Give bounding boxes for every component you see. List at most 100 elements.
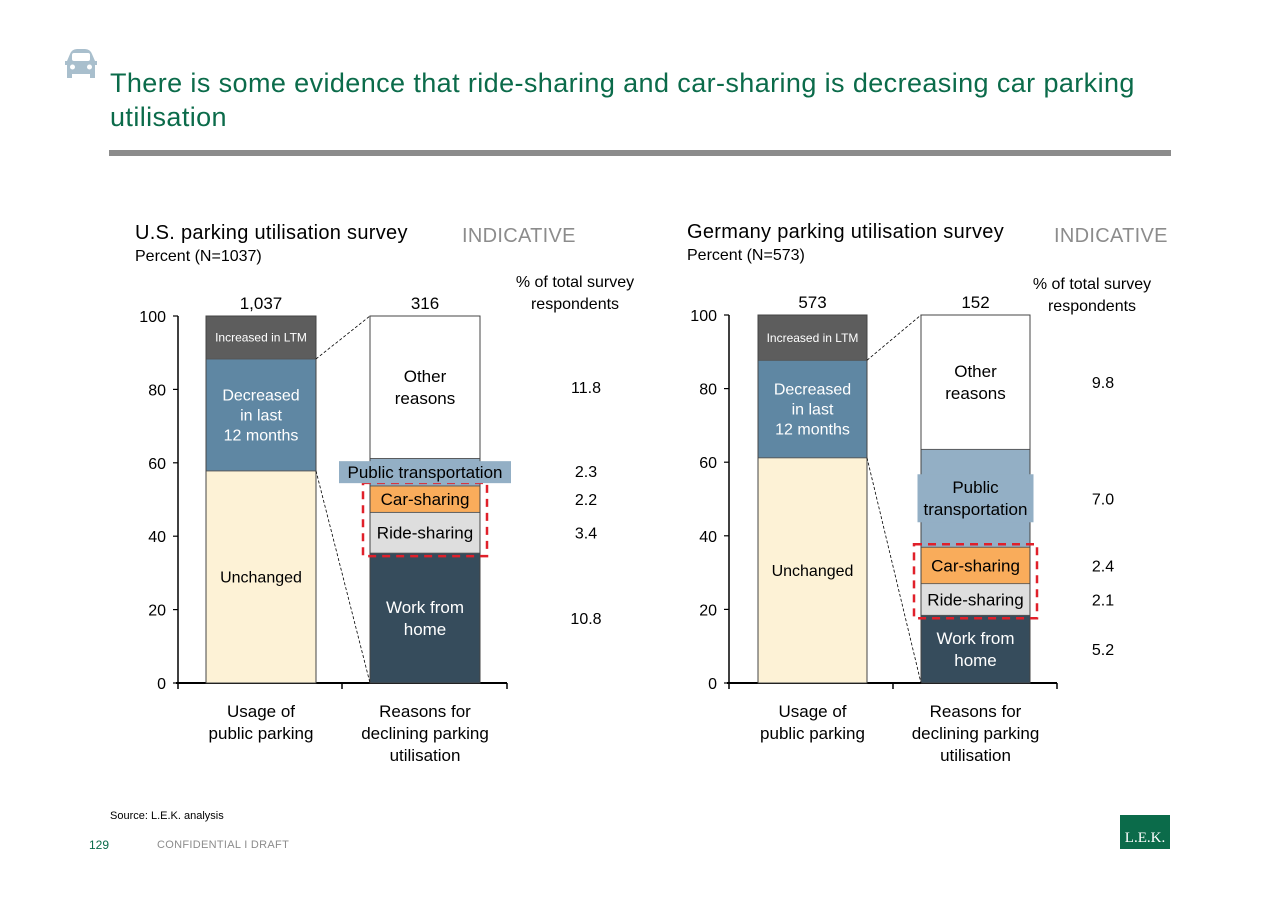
bar-segment-label: in last bbox=[240, 408, 282, 425]
pct-header-line1: % of total survey bbox=[515, 274, 635, 291]
bar-outline bbox=[369, 315, 481, 684]
y-tick-label: 100 bbox=[139, 309, 166, 326]
chart-title-germany: Germany parking utilisation survey bbox=[687, 221, 1004, 243]
pct-value: 9.8 bbox=[1092, 375, 1114, 392]
chart-subtitle-us: Percent (N=1037) bbox=[135, 248, 262, 265]
bar-segment bbox=[205, 315, 317, 360]
bar-segment bbox=[205, 470, 317, 684]
bar-segment-label: home bbox=[404, 620, 447, 639]
bar-segment-label: Other bbox=[404, 367, 447, 386]
bar-segment-label: 12 months bbox=[775, 422, 850, 439]
confidential-label: CONFIDENTIAL I DRAFT bbox=[157, 839, 290, 851]
bar-segment-label: 12 months bbox=[224, 428, 299, 445]
segment-label-box bbox=[339, 461, 511, 484]
pct-value: 2.4 bbox=[1092, 558, 1114, 575]
x-category-label: declining parking bbox=[912, 724, 1040, 743]
source-note: Source: L.E.K. analysis bbox=[110, 810, 224, 822]
x-category-label: public parking bbox=[209, 724, 314, 743]
bar-segment-label: reasons bbox=[395, 389, 455, 408]
connector-line bbox=[866, 457, 922, 684]
indicative-label-germany: INDICATIVE bbox=[1054, 225, 1168, 247]
bar-total-label: 152 bbox=[961, 293, 989, 312]
bar-segment-label: Public bbox=[952, 478, 999, 497]
pct-value: 2.3 bbox=[575, 464, 597, 481]
indicative-label-us: INDICATIVE bbox=[462, 225, 576, 247]
bar-segment bbox=[920, 614, 1031, 684]
x-category-label: utilisation bbox=[390, 746, 461, 765]
bar-segment-label: Car-sharing bbox=[931, 556, 1020, 575]
pct-value: 10.8 bbox=[570, 611, 601, 628]
bar-segment-label: Work from bbox=[936, 629, 1014, 648]
connector-line bbox=[315, 470, 371, 684]
chart-title-us: U.S. parking utilisation survey bbox=[135, 222, 408, 244]
bar-segment-label: reasons bbox=[945, 384, 1005, 403]
bar-segment bbox=[757, 359, 868, 459]
pct-header-line2: respondents bbox=[530, 296, 620, 313]
bar-segment bbox=[757, 314, 868, 361]
y-tick-label: 100 bbox=[690, 308, 717, 325]
chart-us: 0 20 40 60 80 100 Usage of public parking Reason… bbox=[139, 294, 601, 765]
y-tick-label: 40 bbox=[699, 529, 717, 546]
y-tick-label: 0 bbox=[708, 676, 717, 693]
bar-segment-label: in last bbox=[792, 402, 834, 419]
title-divider bbox=[109, 150, 1171, 156]
y-tick-label: 80 bbox=[699, 382, 717, 399]
x-category-label: Usage of bbox=[227, 702, 295, 721]
x-category-label: Usage of bbox=[778, 702, 846, 721]
highlight-box bbox=[912, 542, 1039, 620]
pct-value: 2.1 bbox=[1092, 592, 1114, 609]
pct-value: 7.0 bbox=[1092, 491, 1114, 508]
pct-header-germany: % of total survey respondents bbox=[1017, 274, 1167, 318]
bar-outline bbox=[205, 315, 317, 684]
bar-segment-label: Unchanged bbox=[772, 563, 854, 580]
bar-segment-label: transportation bbox=[924, 500, 1028, 519]
x-category-label: Reasons for bbox=[930, 702, 1022, 721]
pct-header-line1: % of total survey bbox=[1032, 276, 1152, 293]
pct-value: 11.8 bbox=[571, 380, 601, 397]
bar-segment-label: Ride-sharing bbox=[377, 524, 473, 543]
bar-segment-label: Car-sharing bbox=[381, 490, 470, 509]
pct-value: 3.4 bbox=[575, 526, 597, 543]
y-tick-label: 60 bbox=[148, 456, 166, 473]
bar-segment bbox=[920, 314, 1031, 450]
bar-total-label: 316 bbox=[411, 294, 439, 313]
page-title: There is some evidence that ride-sharing… bbox=[110, 68, 1135, 132]
pct-value: 5.2 bbox=[1092, 642, 1114, 659]
bar-segment-label: Unchanged bbox=[220, 570, 302, 587]
bar-segment-label: Increased in LTM bbox=[215, 331, 307, 345]
y-tick-label: 0 bbox=[157, 676, 166, 693]
pct-header-us: % of total survey respondents bbox=[500, 272, 650, 316]
connector-line bbox=[866, 314, 922, 361]
bar-segment-label: home bbox=[954, 651, 997, 670]
pct-value: 2.2 bbox=[575, 492, 597, 509]
bar-total-label: 573 bbox=[798, 293, 826, 312]
bar-total-label: 1,037 bbox=[240, 294, 283, 313]
bar-segment-label: Public transportation bbox=[348, 463, 503, 482]
bar-segment-label: Decreased bbox=[774, 382, 851, 399]
bar-segment-label: Decreased bbox=[222, 388, 299, 405]
x-category-label: Reasons for bbox=[379, 702, 471, 721]
bar-segment-label: Ride-sharing bbox=[927, 590, 1023, 609]
bar-segment bbox=[369, 552, 481, 684]
pct-header-line2: respondents bbox=[1047, 298, 1137, 315]
connector-line bbox=[315, 315, 371, 360]
y-tick-label: 20 bbox=[148, 603, 166, 620]
y-tick-label: 60 bbox=[699, 455, 717, 472]
bar-segment bbox=[369, 315, 481, 459]
bar-segment bbox=[757, 457, 868, 684]
x-category-label: utilisation bbox=[940, 746, 1011, 765]
bar-segment-label: Other bbox=[954, 362, 997, 381]
x-category-label: declining parking bbox=[361, 724, 489, 743]
segment-label-box bbox=[917, 474, 1034, 523]
x-category-label: public parking bbox=[760, 724, 865, 743]
y-tick-label: 20 bbox=[699, 602, 717, 619]
bar-segment-label: Work from bbox=[386, 598, 464, 617]
bar-outline bbox=[757, 314, 868, 684]
y-tick-label: 80 bbox=[148, 382, 166, 399]
page-number: 129 bbox=[89, 838, 110, 852]
lek-logo: L.E.K. bbox=[1120, 815, 1170, 849]
y-tick-label: 40 bbox=[148, 529, 166, 546]
chart-subtitle-germany: Percent (N=573) bbox=[687, 247, 805, 264]
car-icon bbox=[62, 48, 100, 82]
